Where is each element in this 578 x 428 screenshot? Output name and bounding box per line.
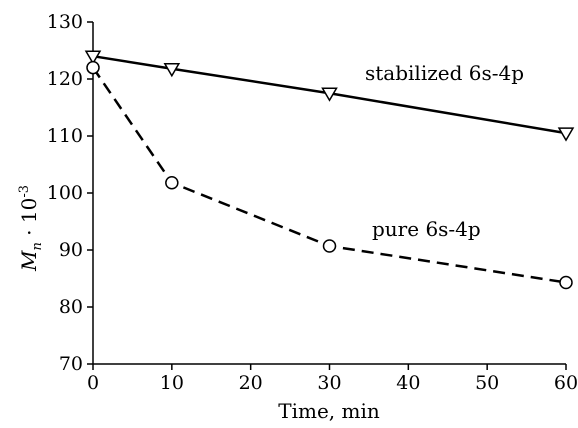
y-tick-label: 120 [47, 68, 83, 90]
x-tick-label: 30 [317, 372, 341, 394]
series-label-stabilized: stabilized 6s-4p [365, 61, 524, 85]
x-axis-title: Time, min [278, 399, 380, 423]
series-label-pure: pure 6s-4p [372, 217, 481, 241]
x-tick-label: 50 [475, 372, 499, 394]
y-tick-label: 130 [47, 11, 83, 33]
data-point [163, 62, 181, 78]
series-layer [84, 50, 575, 290]
y-axis: 70 80 90 100 110 120 130 [47, 11, 93, 375]
x-tick-label: 0 [87, 372, 99, 394]
data-point [322, 239, 337, 253]
x-tick-label: 10 [160, 372, 184, 394]
data-point [559, 275, 573, 290]
data-point [84, 50, 102, 65]
y-axis-title: Mn · 10-3 [17, 185, 45, 272]
x-tick-label: 40 [396, 372, 420, 394]
x-axis: 0 10 20 30 40 50 60 [87, 364, 578, 394]
x-tick-label: 20 [239, 372, 263, 394]
x-tick-label: 60 [554, 372, 578, 394]
data-point [165, 175, 179, 190]
y-tick-label: 80 [59, 296, 83, 318]
series-line [92, 54, 567, 135]
data-point [321, 87, 338, 102]
series-0 [84, 50, 575, 142]
y-tick-label: 110 [47, 125, 83, 147]
series-1 [86, 60, 573, 290]
y-tick-label: 100 [47, 182, 83, 204]
series-line [91, 66, 567, 284]
y-tick-label: 70 [59, 353, 83, 375]
y-tick-label: 90 [59, 239, 83, 261]
data-point [557, 127, 575, 142]
data-point [86, 60, 100, 75]
